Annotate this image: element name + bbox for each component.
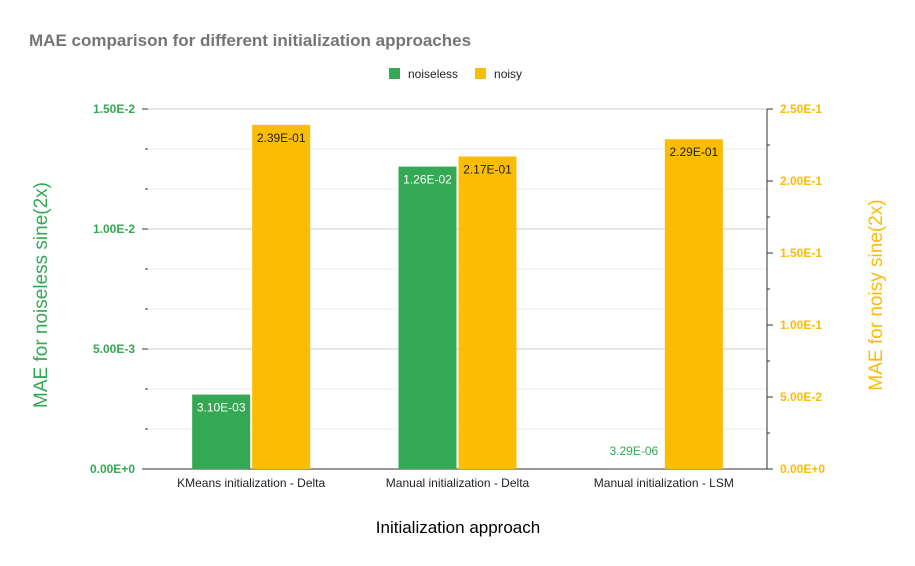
bar-noisy xyxy=(252,124,311,469)
y-tick-right: 2.50E-1 xyxy=(780,102,822,116)
y-tick-left: 0.00E+0 xyxy=(90,462,135,476)
legend-swatch-noisy xyxy=(475,68,487,79)
y-tick-left: 5.00E-3 xyxy=(93,342,135,356)
data-label-noisy: 2.39E-01 xyxy=(257,131,306,145)
data-label-noisy: 2.17E-01 xyxy=(463,163,512,177)
data-label-noiseless: 3.10E-03 xyxy=(197,401,246,415)
bar-noiseless xyxy=(192,394,251,469)
y-tick-right: 1.50E-1 xyxy=(780,246,822,260)
x-tick-label: Manual initialization - LSM xyxy=(594,476,734,490)
y-axis-right-title: MAE for noisy sine(2x) xyxy=(866,199,887,390)
gridlines xyxy=(142,108,773,470)
bars: 3.10E-03 2.39E-01 1.26E-02 2.17E-01 3.29E-06… xyxy=(192,124,723,470)
y-tick-right: 2.00E-1 xyxy=(780,174,822,188)
x-tick-label: Manual initialization - Delta xyxy=(386,476,530,490)
y-tick-right: 0.00E+0 xyxy=(780,462,825,476)
chart-title: MAE comparison for different initializat… xyxy=(29,31,471,50)
data-label-noiseless: 3.29E-06 xyxy=(609,444,658,458)
x-axis-title: Initialization approach xyxy=(376,518,540,537)
y-tick-left: 1.00E-2 xyxy=(93,222,135,236)
y-axis-left-title: MAE for noiseless sine(2x) xyxy=(31,182,52,408)
y-tick-left: 1.50E-2 xyxy=(93,102,135,116)
x-tick-label: KMeans initialization - Delta xyxy=(177,476,325,490)
tick-labels: 0.00E+0 5.00E-3 1.00E-2 1.50E-2 0.00E+0 5.00E… xyxy=(90,102,825,490)
legend-label-noiseless: noiseless xyxy=(408,67,458,81)
y-tick-right: 5.00E-2 xyxy=(780,390,822,404)
y-tick-right: 1.00E-1 xyxy=(780,318,822,332)
data-label-noisy: 2.29E-01 xyxy=(669,145,718,159)
bar-noisy xyxy=(664,139,723,470)
legend: noiseless noisy xyxy=(389,67,522,81)
bar-noisy xyxy=(458,156,517,469)
data-label-noiseless: 1.26E-02 xyxy=(403,173,452,187)
legend-swatch-noiseless xyxy=(389,68,400,79)
bar-noiseless xyxy=(398,166,457,469)
legend-label-noisy: noisy xyxy=(494,67,522,81)
